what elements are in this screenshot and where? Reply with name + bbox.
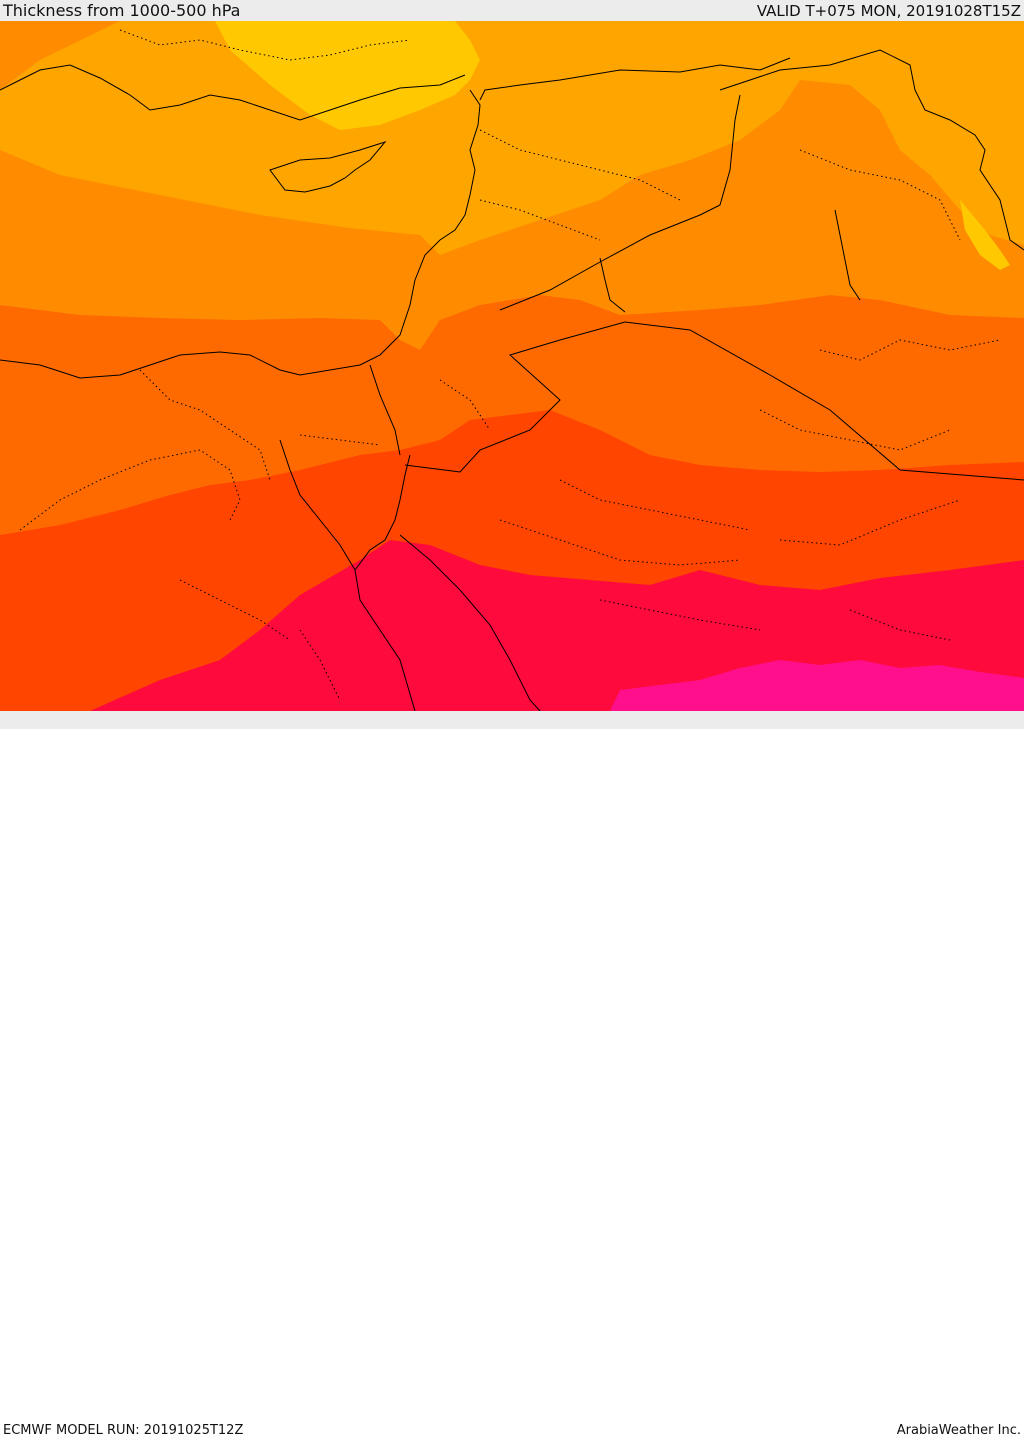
header-bar: Thickness from 1000-500 hPa VALID T+075 … <box>0 0 1024 21</box>
valid-time: VALID T+075 MON, 20191028T15Z <box>756 2 1021 20</box>
thickness-band-1b <box>960 200 1010 270</box>
thickness-map <box>0 21 1024 711</box>
thickness-band-1 <box>215 21 480 130</box>
model-run: ECMWF MODEL RUN: 20191025T12Z <box>3 1423 244 1438</box>
map-title: Thickness from 1000-500 hPa <box>3 1 241 20</box>
thickness-band-7 <box>610 660 1024 711</box>
coastlines <box>0 49 1024 711</box>
province-borders <box>19 29 1001 701</box>
country-borders <box>369 57 1024 481</box>
footer-bar: ECMWF MODEL RUN: 20191025T12Z ArabiaWeat… <box>0 711 1024 1438</box>
credit: ArabiaWeather Inc. <box>896 1423 1021 1438</box>
